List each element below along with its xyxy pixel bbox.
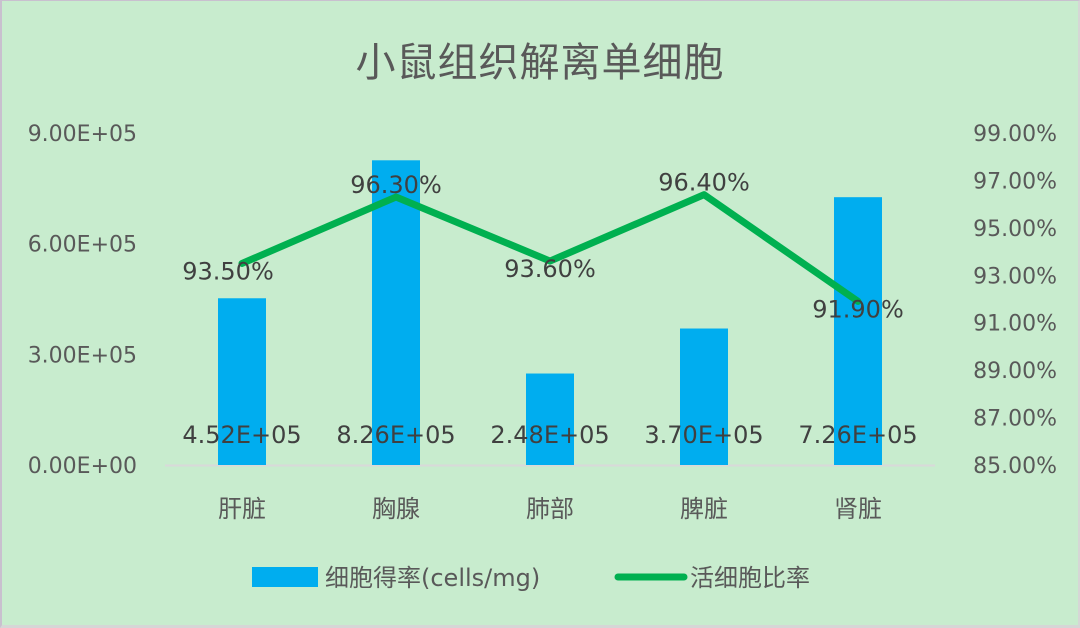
line-data-label: 93.50% [182,257,274,285]
left-axis-tick: 6.00E+05 [28,233,137,258]
right-axis-tick: 89.00% [973,359,1057,384]
category-label: 肺部 [526,495,574,523]
bar[interactable] [372,160,420,465]
right-axis-tick: 95.00% [973,217,1057,242]
right-axis-tick: 97.00% [973,169,1057,194]
bar[interactable] [218,298,266,465]
right-axis-tick: 85.00% [973,454,1057,479]
legend-bar-label: 细胞得率(cells/mg) [325,564,540,592]
bar[interactable] [834,197,882,466]
left-axis-tick: 9.00E+05 [28,122,137,147]
line-data-label: 93.60% [504,255,596,283]
left-axis-tick: 0.00E+00 [28,454,137,479]
legend-line-label: 活细胞比率 [690,564,810,592]
category-label: 肝脏 [218,495,266,523]
chart-title: 小鼠组织解离单细胞 [355,40,725,86]
line-series[interactable] [238,191,862,305]
bar-data-label: 4.52E+05 [182,421,301,449]
bar-data-label: 2.48E+05 [490,421,609,449]
right-axis-tick: 91.00% [973,312,1057,337]
right-axis-tick: 87.00% [973,407,1057,432]
line-data-label: 96.40% [658,169,750,197]
category-label: 脾脏 [680,495,728,523]
bar-data-label: 7.26E+05 [798,421,917,449]
bar[interactable] [680,328,728,465]
left-axis-tick: 3.00E+05 [28,343,137,368]
line-data-label: 96.30% [350,171,442,199]
bar-data-label: 3.70E+05 [644,421,763,449]
right-axis-tick: 99.00% [973,122,1057,147]
line-data-label: 91.90% [812,295,904,323]
bar[interactable] [526,373,574,465]
category-label: 胸腺 [372,495,420,523]
bar-data-label: 8.26E+05 [336,421,455,449]
category-label: 肾脏 [834,495,882,523]
legend-bar-swatch-icon [252,567,318,587]
right-axis-tick: 93.00% [973,264,1057,289]
